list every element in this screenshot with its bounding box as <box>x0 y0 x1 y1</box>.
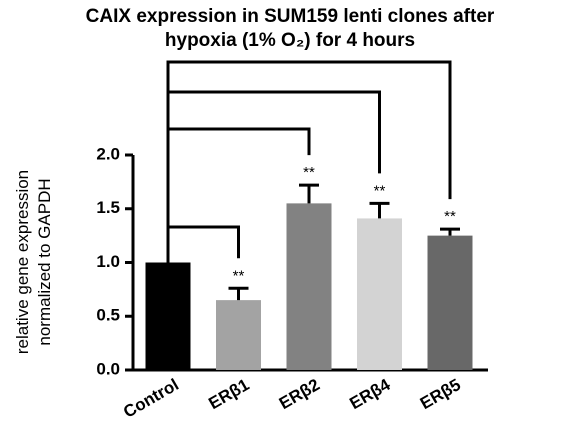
x-tick-label: ERβ5 <box>417 375 464 413</box>
x-tick-label: ERβ1 <box>205 375 252 413</box>
x-tick-label: ERβ2 <box>276 375 323 413</box>
y-tick-label: 0.5 <box>96 306 120 325</box>
bar <box>357 218 402 370</box>
significance-bracket <box>168 127 311 156</box>
error-bar <box>369 201 390 219</box>
y-tick-label: 1.5 <box>96 198 120 217</box>
significance-label: ** <box>374 182 386 199</box>
significance-bracket <box>168 90 381 174</box>
bar <box>216 300 261 370</box>
significance-bracket <box>168 225 240 259</box>
x-tick-label: ERβ4 <box>346 375 394 413</box>
y-tick-label: 2.0 <box>96 144 120 163</box>
x-tick-label: Control <box>120 375 182 422</box>
bar <box>427 235 473 370</box>
significance-label: ** <box>444 208 456 225</box>
bar <box>286 203 332 370</box>
bar <box>145 262 191 370</box>
chart-title: hypoxia (1% O₂) for 4 hours <box>165 30 415 51</box>
chart-title: CAIX expression in SUM159 lenti clones a… <box>86 6 495 27</box>
significance-bracket <box>168 60 452 200</box>
significance-label: ** <box>303 164 315 181</box>
y-axis-label: relative gene expression <box>13 170 32 354</box>
error-bar <box>440 227 460 236</box>
error-bar <box>299 183 319 204</box>
y-tick-label: 1.0 <box>96 252 120 271</box>
y-tick-label: 0.0 <box>96 359 120 378</box>
y-axis-label: normalized to GAPDH <box>35 178 54 345</box>
error-bar <box>228 286 249 301</box>
significance-label: ** <box>233 267 245 284</box>
